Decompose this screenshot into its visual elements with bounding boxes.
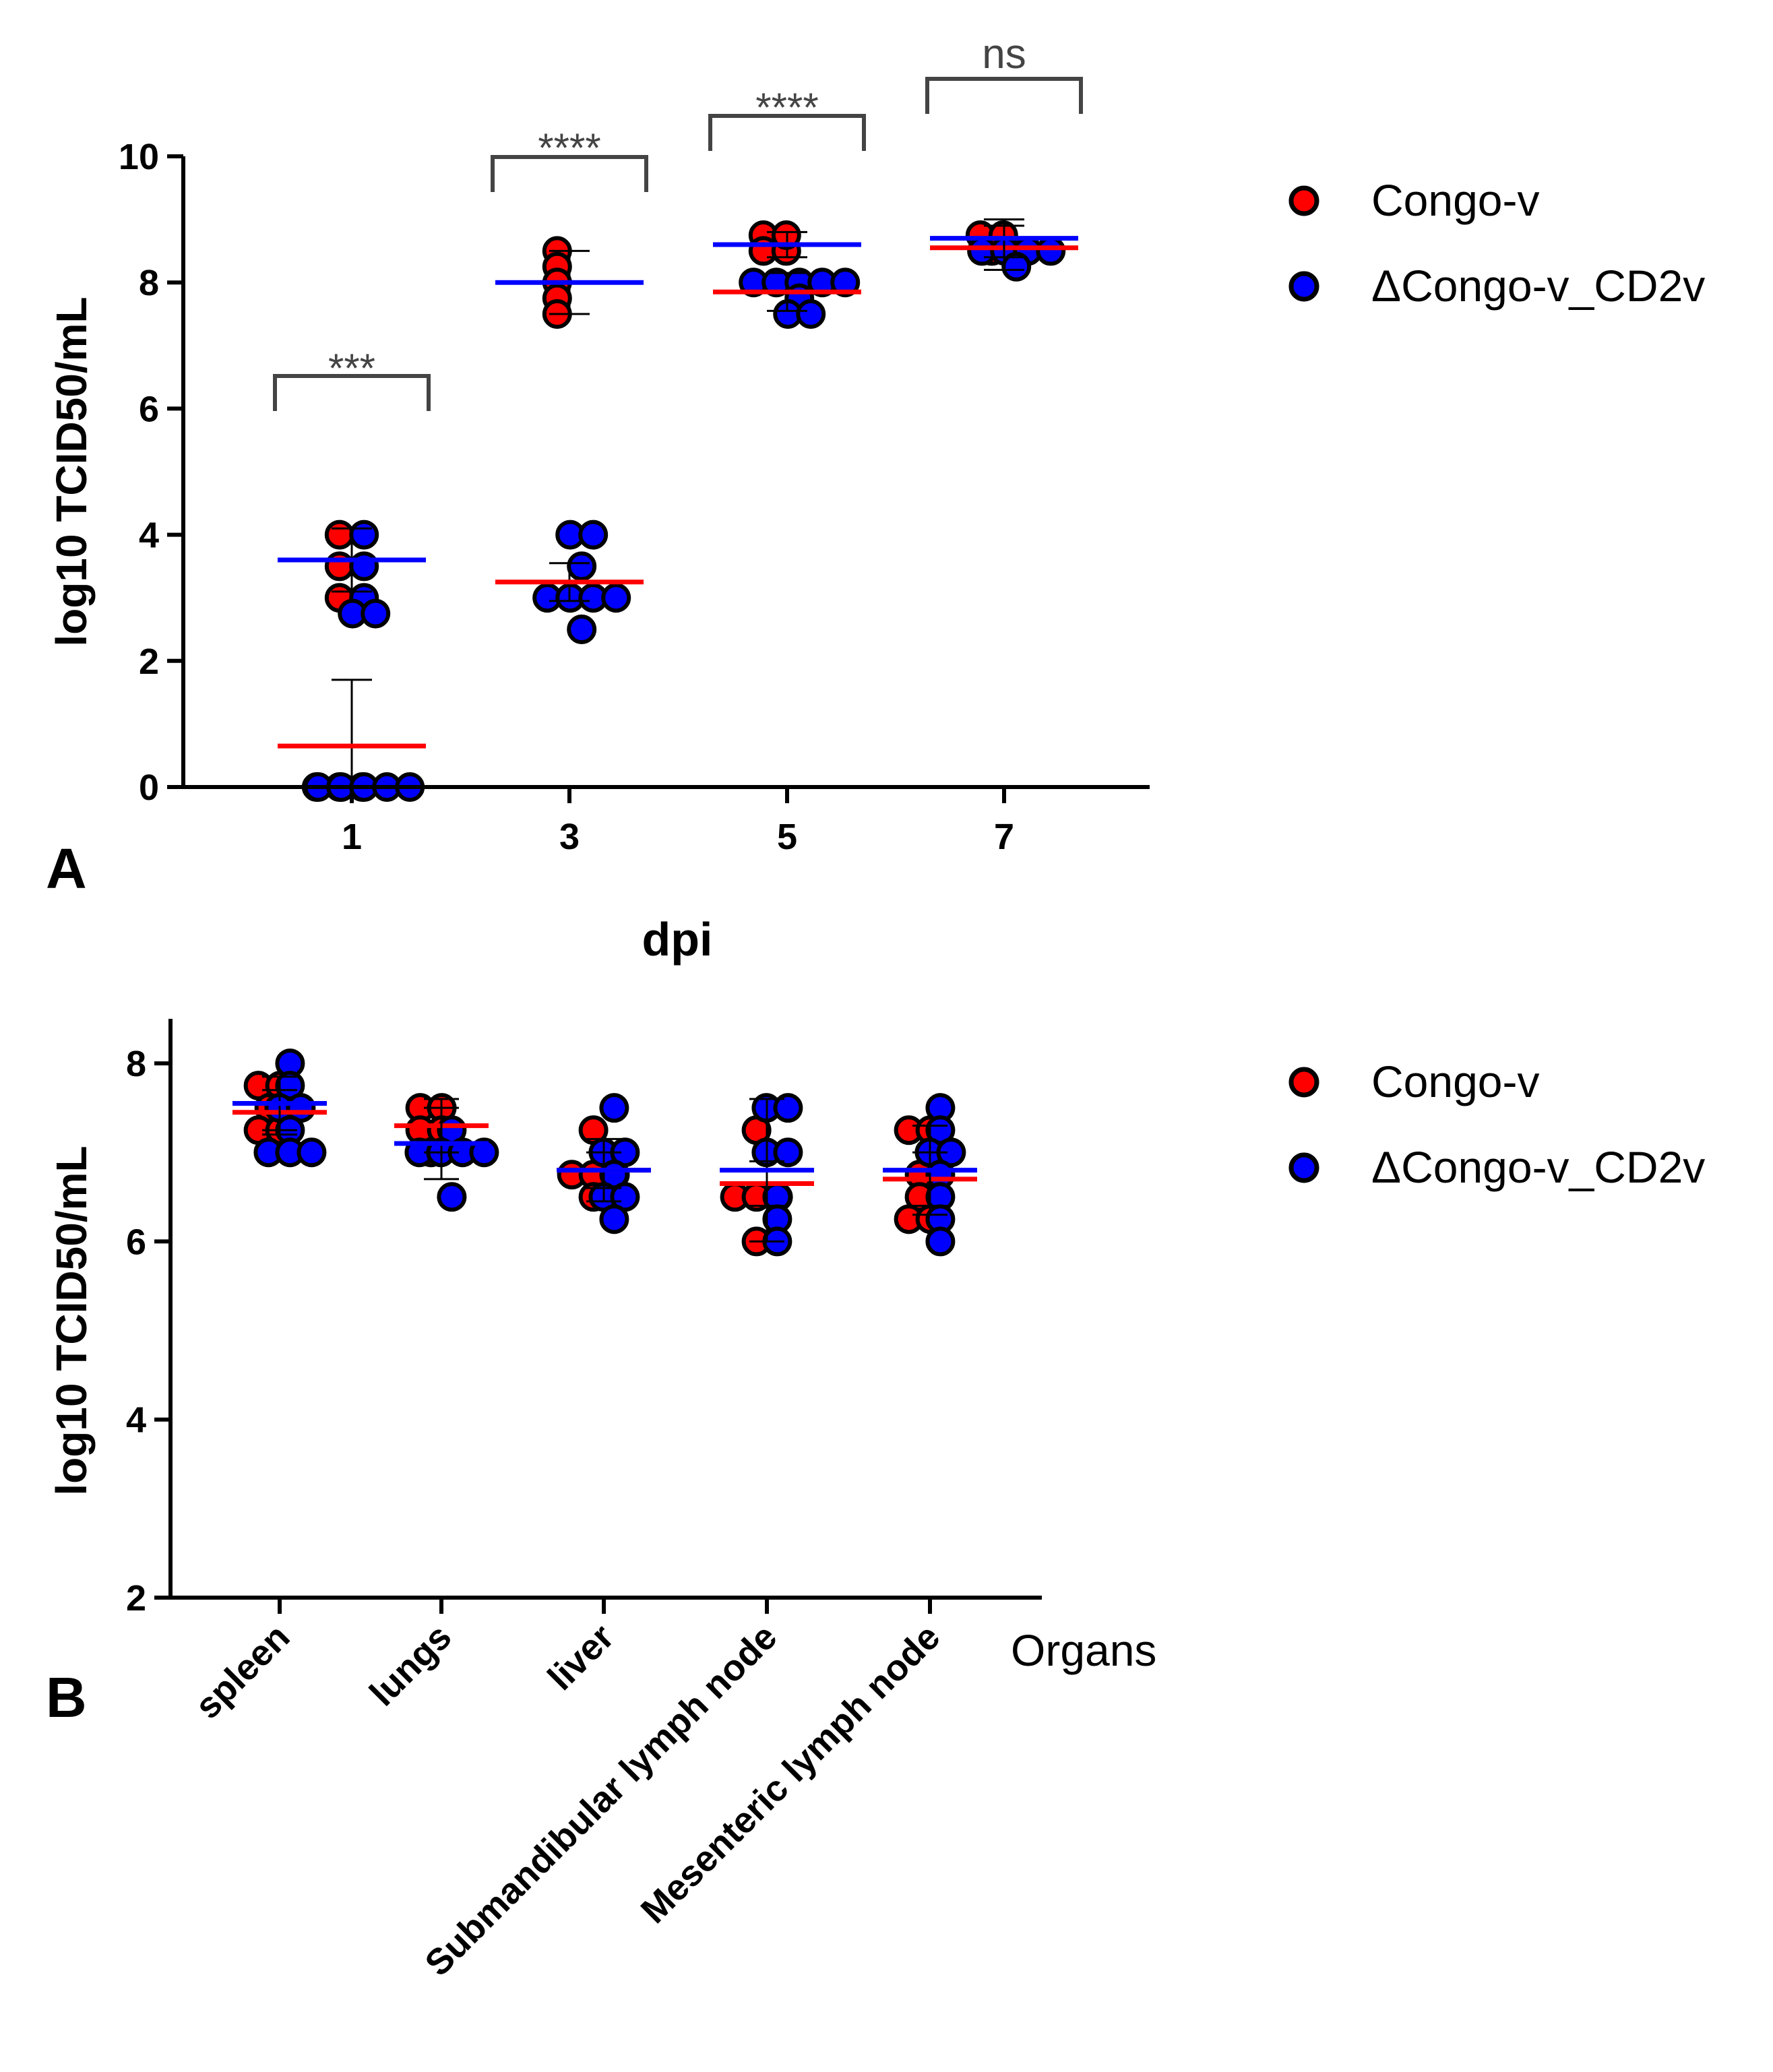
panel-a-point-congo-v-cd2v (361, 598, 391, 629)
panel-a-y-tick-label: 0 (139, 767, 159, 808)
panel-a-y-tick-label: 2 (139, 641, 159, 682)
panel-a-significance-bracket (925, 77, 1083, 114)
panel-b-point-congo-v-cd2v (469, 1137, 499, 1168)
panel-b-y-axis-title: log10 TCID50/mL (47, 1145, 96, 1495)
panel-a-significance-label: *** (328, 346, 375, 391)
panel-a-label: A (46, 837, 87, 900)
legend-b-cd2v-marker (1288, 1152, 1319, 1183)
panel-b-y-tick-label: 8 (126, 1044, 146, 1084)
panel-a-point-congo-v (324, 520, 354, 550)
legend-a-congo-v-marker (1288, 185, 1319, 216)
panel-a-y-tick-label: 6 (139, 389, 159, 429)
panel-b-x-axis-title: Organs (1011, 1625, 1156, 1675)
legend-a-cd2v-label: ΔCongo-v_CD2v (1371, 261, 1705, 311)
panel-a-point-congo-v-cd2v (349, 520, 379, 550)
panel-b-point-congo-v-cd2v (925, 1226, 956, 1257)
panel-b-x-tick-label: liver (540, 1616, 622, 1698)
panel-a-significance-label: **** (538, 125, 600, 170)
panel-a-x-tick-label: 5 (777, 817, 797, 857)
panel-a-point-congo-v-cd2v (1036, 236, 1066, 266)
panel-a-x-ticks: 1 3 5 7 (342, 787, 1014, 857)
panel-a-x-axis-title: dpi (642, 913, 713, 966)
panel-a-point-congo-v-cd2v (830, 268, 861, 298)
panel-b-label: B (46, 1666, 87, 1729)
panel-a-x-tick-label: 3 (559, 817, 580, 857)
panel-b-point-congo-v-cd2v (437, 1182, 467, 1212)
panel-a-significance-bracket (708, 114, 866, 151)
panel-b-y-tick-label: 6 (126, 1222, 146, 1262)
panel-a-marks (278, 218, 1078, 802)
legend-a-congo-v-label: Congo-v (1371, 175, 1539, 225)
panel-b-x-tick-label: Mesenteric lymph node (633, 1616, 948, 1931)
panel-b-point-congo-v-cd2v (773, 1137, 803, 1168)
panel-b-point-congo-v-cd2v (773, 1093, 803, 1123)
panel-a-significance-label: **** (755, 85, 818, 130)
panel-b-y-tick-label: 2 (126, 1578, 146, 1619)
panel-a-point-congo-v-cd2v (567, 615, 597, 644)
panel-a-point-congo-v-cd2v (349, 551, 379, 582)
panel-b-x-tick-label: spleen (187, 1616, 297, 1726)
panel-a-x-tick-label: 1 (342, 817, 362, 857)
panel-b-y-ticks: 2 4 6 8 (126, 1044, 170, 1619)
legend-b-cd2v-label: ΔCongo-v_CD2v (1371, 1142, 1705, 1192)
panel-b-x-tick-label: lungs (362, 1616, 459, 1714)
panel-b-x-tick-label: Submandibular lymph node (417, 1616, 784, 1984)
panel-b-point-congo-v-cd2v (297, 1137, 327, 1168)
legend-a-cd2v-marker (1288, 271, 1319, 302)
panel-a-y-tick-label: 10 (119, 137, 159, 177)
panel-b-point-congo-v-cd2v (599, 1093, 629, 1123)
panel-a-significance: ***********ns (273, 31, 1083, 411)
panel-a-legend: Congo-v ΔCongo-v_CD2v (1288, 175, 1705, 311)
panel-a-y-ticks: 0 2 4 6 8 10 (119, 137, 183, 808)
panel-b-legend: Congo-v ΔCongo-v_CD2v (1288, 1057, 1705, 1192)
panel-a-significance-bracket (491, 155, 648, 192)
panel-a-y-tick-label: 4 (139, 515, 159, 556)
panel-b-y-tick-label: 4 (126, 1400, 146, 1441)
legend-b-congo-v-label: Congo-v (1371, 1057, 1539, 1106)
panel-a-significance-label: ns (982, 31, 1026, 77)
panel-a-y-axis-title: log10 TCID50/mL (47, 296, 96, 646)
legend-b-congo-v-marker (1288, 1067, 1319, 1098)
panel-a-x-tick-label: 7 (994, 817, 1014, 857)
panel-a-point-congo-v-cd2v (796, 299, 826, 329)
panel-a-y-tick-label: 8 (139, 263, 159, 303)
panel-a-significance-bracket (273, 374, 431, 411)
panel-a-point-congo-v-cd2v (601, 583, 631, 613)
panel-a-point-congo-v-cd2v (578, 520, 609, 550)
panel-b-point-congo-v-cd2v (599, 1204, 629, 1234)
panel-a-point-congo-v-cd2v (567, 551, 597, 582)
panel-a-point-congo-v (324, 551, 354, 582)
panel-b-marks (232, 1048, 977, 1257)
